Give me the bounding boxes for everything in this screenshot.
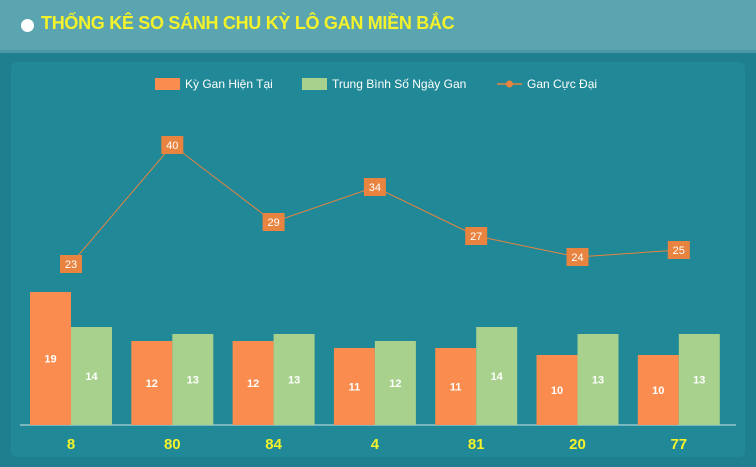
bar-label-current-80: 12: [146, 378, 158, 390]
max-label-84: 29: [267, 217, 279, 229]
legend-marker-2: [506, 80, 513, 88]
bar-label-average-8: 14: [85, 371, 98, 383]
bar-current-80[interactable]: [131, 341, 173, 425]
legend-label-0[interactable]: Kỳ Gan Hiện Tại: [185, 77, 273, 91]
bar-label-average-81: 14: [491, 371, 504, 383]
max-label-8: 23: [65, 259, 77, 271]
max-label-box-20: [566, 248, 589, 266]
bar-current-8[interactable]: [30, 292, 71, 425]
bar-current-20[interactable]: [536, 355, 578, 425]
bar-label-average-80: 13: [187, 375, 199, 387]
legend-swatch-0[interactable]: [155, 78, 180, 90]
legend-label-1[interactable]: Trung Bình Số Ngày Gan: [332, 77, 466, 91]
legend-swatch-1[interactable]: [302, 78, 327, 90]
bar-label-current-8: 19: [44, 354, 56, 366]
bar-current-81[interactable]: [435, 348, 477, 425]
bar-average-8[interactable]: [71, 327, 112, 425]
bar-label-current-4: 11: [349, 382, 361, 394]
bar-average-20[interactable]: [577, 334, 619, 425]
max-label-20: 24: [571, 252, 583, 264]
category-labels: 8 80 84 4 81 20 77: [67, 436, 687, 453]
bar-label-average-20: 13: [592, 375, 604, 387]
bar-label-current-81: 11: [450, 382, 462, 394]
max-label-box-8: [60, 255, 82, 273]
max-label-box-4: [363, 178, 386, 196]
bar-label-average-84: 13: [288, 375, 300, 387]
category-label-8: 8: [67, 436, 75, 453]
bar-average-4[interactable]: [374, 341, 416, 425]
max-series-line: [70, 144, 679, 265]
bar-current-4[interactable]: [333, 348, 375, 425]
bars-layer: 19 14 12 13 12 13 11 12 11 14 10 13 10 13: [30, 292, 720, 425]
category-label-81: 81: [468, 436, 485, 453]
bullet-icon: [21, 19, 34, 32]
category-label-84: 84: [265, 436, 282, 453]
bar-average-77[interactable]: [678, 334, 720, 425]
category-label-80: 80: [164, 436, 181, 453]
max-label-77: 25: [673, 245, 685, 257]
bar-current-84[interactable]: [232, 341, 274, 425]
bar-label-average-4: 12: [389, 378, 401, 390]
max-label-box-77: [667, 241, 690, 259]
legend-label-2[interactable]: Gan Cực Đại: [527, 77, 597, 91]
bar-label-current-77: 10: [652, 385, 664, 397]
bar-current-77[interactable]: [637, 355, 679, 425]
bar-average-80[interactable]: [172, 334, 214, 425]
max-label-81: 27: [470, 231, 482, 243]
chart-header: THỐNG KÊ SO SÁNH CHU KỲ LÔ GAN MIỀN BẮC: [0, 0, 756, 53]
bar-label-current-20: 10: [551, 385, 563, 397]
max-label-4: 34: [369, 182, 381, 194]
category-label-20: 20: [569, 436, 586, 453]
bar-average-81[interactable]: [476, 327, 518, 425]
bar-average-84[interactable]: [273, 334, 315, 425]
max-label-box-81: [465, 227, 488, 245]
max-label-box-80: [161, 136, 184, 154]
category-label-4: 4: [371, 436, 380, 453]
chart-title: THỐNG KÊ SO SÁNH CHU KỲ LÔ GAN MIỀN BẮC: [41, 13, 455, 33]
legend: Kỳ Gan Hiện Tại Trung Bình Số Ngày Gan Gan…: [155, 77, 597, 91]
bar-label-current-84: 12: [247, 378, 259, 390]
category-label-77: 77: [670, 436, 687, 453]
max-label-80: 40: [166, 140, 178, 152]
max-label-box-84: [262, 213, 285, 231]
max-line-layer: 23 40 29 34 27 24 25: [60, 136, 690, 273]
bar-label-average-77: 13: [693, 375, 705, 387]
